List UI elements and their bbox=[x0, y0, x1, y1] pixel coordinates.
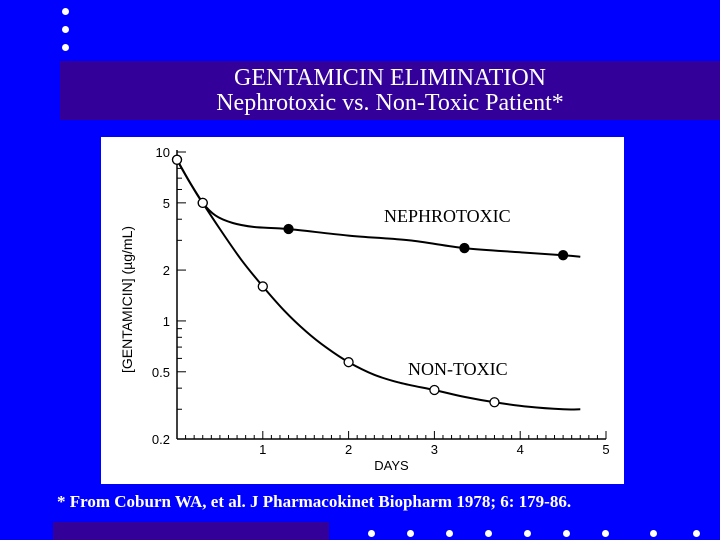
y-axis-label: [GENTAMICIN] (µg/mL) bbox=[119, 226, 135, 373]
annotation-nephrotoxic: NEPHROTOXIC bbox=[384, 206, 511, 226]
bottom-dot-5 bbox=[524, 530, 531, 537]
chart-panel: 1 2 3 4 5 10 5 2 1 0.5 0.2 DAYS [GENTAMICIN] (µg/mL)… bbox=[101, 137, 624, 484]
y-tick-label: 0.5 bbox=[152, 365, 170, 380]
x-tick-label: 3 bbox=[431, 442, 438, 457]
x-tick-label: 4 bbox=[517, 442, 524, 457]
y-tick-label: 5 bbox=[163, 196, 170, 211]
bottom-dot-8 bbox=[650, 530, 657, 537]
bullet-dot-2 bbox=[62, 26, 69, 33]
annotation-non-toxic: NON-TOXIC bbox=[408, 359, 508, 379]
bottom-dot-3 bbox=[446, 530, 453, 537]
bottom-dot-7 bbox=[602, 530, 609, 537]
chart: 1 2 3 4 5 10 5 2 1 0.5 0.2 DAYS [GENTAMICIN] (µg/mL)… bbox=[119, 145, 610, 473]
data-point-nephrotoxic bbox=[557, 250, 569, 261]
slide-title: GENTAMICIN ELIMINATION bbox=[233, 65, 547, 91]
bottom-dot-9 bbox=[693, 530, 700, 537]
x-tick-label: 5 bbox=[602, 442, 609, 457]
slide-subtitle: Nephrotoxic vs. Non-Toxic Patient* bbox=[216, 90, 564, 116]
bottom-dot-4 bbox=[485, 530, 492, 537]
bullet-dot-3 bbox=[62, 44, 69, 51]
title-bar: GENTAMICIN ELIMINATION Nephrotoxic vs. N… bbox=[60, 61, 720, 120]
data-point-non-toxic bbox=[429, 384, 440, 396]
y-tick-label: 0.2 bbox=[152, 432, 170, 447]
data-point-non-toxic bbox=[489, 397, 500, 408]
data-point-non-toxic bbox=[171, 154, 183, 165]
x-tick-label: 1 bbox=[259, 442, 266, 457]
series-line-nephrotoxic bbox=[176, 159, 581, 258]
data-point-non-toxic bbox=[257, 281, 268, 292]
data-point-non-toxic bbox=[343, 357, 354, 368]
y-tick-label: 1 bbox=[163, 314, 170, 329]
data-point-non-toxic bbox=[197, 197, 208, 209]
series-line-non-toxic bbox=[176, 159, 581, 411]
bottom-dot-6 bbox=[563, 530, 570, 537]
x-axis-label: DAYS bbox=[374, 458, 409, 473]
bottom-dot-1 bbox=[368, 530, 375, 537]
bullet-dot-1 bbox=[62, 8, 69, 15]
data-point-nephrotoxic bbox=[283, 223, 294, 235]
y-tick-label: 2 bbox=[163, 263, 170, 278]
y-tick-label: 10 bbox=[156, 145, 170, 160]
data-point-nephrotoxic bbox=[459, 242, 470, 254]
citation: * From Coburn WA, et al. J Pharmacokinet… bbox=[57, 492, 572, 511]
bottom-dot-2 bbox=[407, 530, 414, 537]
x-tick-label: 2 bbox=[345, 442, 352, 457]
bottom-bar bbox=[53, 522, 329, 540]
